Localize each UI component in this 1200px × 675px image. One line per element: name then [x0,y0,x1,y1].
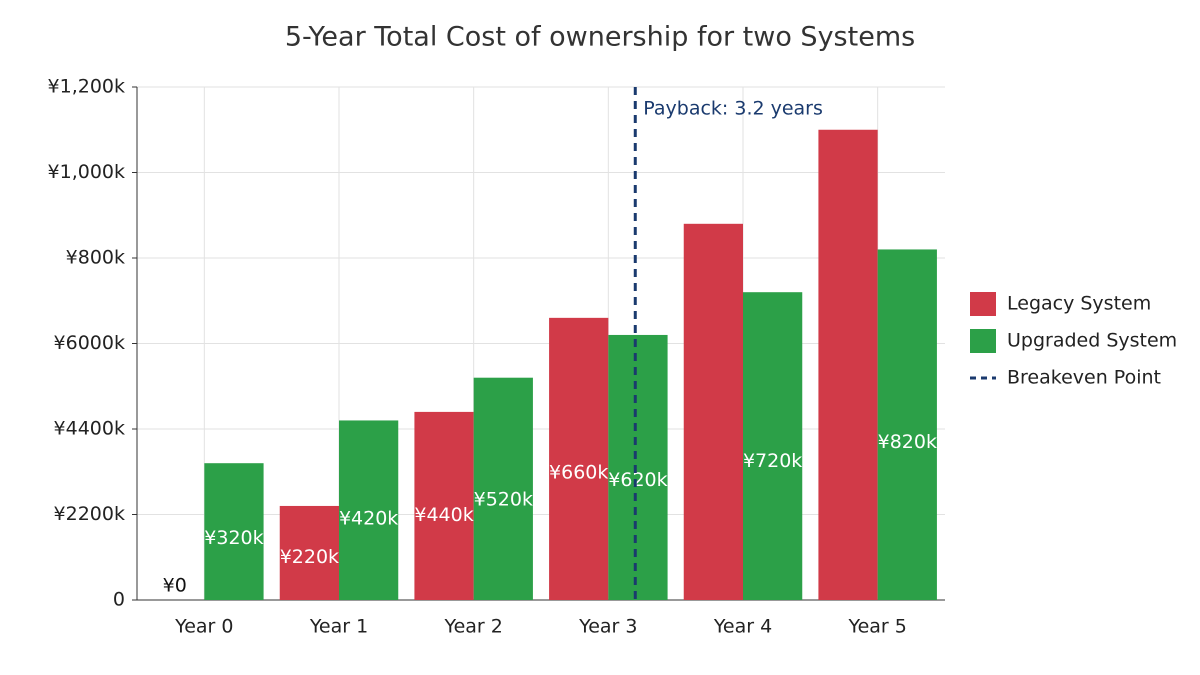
breakeven-annotation: Payback: 3.2 years [643,98,823,120]
legend-label: Upgraded System [1007,330,1177,352]
data-label: ¥720k [743,450,802,472]
data-label: ¥0 [163,575,187,597]
legend-swatch [970,329,996,353]
y-tick-label: ¥1,200k [48,76,125,98]
y-tick-label: ¥2200k [54,503,125,525]
x-tick-label: Year 5 [847,616,906,638]
y-tick-label: ¥1,000k [48,161,125,183]
x-tick-label: Year 1 [309,616,368,638]
y-tick-label: 0 [113,589,125,611]
x-tick-label: Year 3 [578,616,637,638]
bar [414,411,474,600]
legend-label: Breakeven Point [1007,367,1161,389]
data-label: ¥420k [339,508,398,530]
y-tick-label: ¥6000k [54,332,125,354]
bar [279,505,339,600]
chart-title: 5-Year Total Cost of ownership for two S… [285,22,915,53]
data-label: ¥660k [549,462,608,484]
data-label: ¥520k [474,488,533,510]
x-tick-label: Year 2 [443,616,502,638]
data-label: ¥320k [204,527,263,549]
bar [204,463,264,600]
bar [549,317,609,600]
bar [818,129,878,600]
bar [608,334,668,600]
x-tick-label: Year 4 [713,616,772,638]
data-label: ¥220k [280,546,339,568]
bar [743,292,803,600]
bar [877,249,937,600]
y-tick-label: ¥4400k [54,418,125,440]
x-tick-label: Year 0 [174,616,233,638]
legend-label: Legacy System [1007,293,1151,315]
y-tick-label: ¥800k [66,247,125,269]
bar [473,377,533,600]
data-label: ¥820k [878,431,937,453]
data-label: ¥620k [608,469,667,491]
bar [339,420,399,600]
data-label: ¥440k [414,504,473,526]
bar [683,223,743,601]
legend-swatch [970,292,996,316]
